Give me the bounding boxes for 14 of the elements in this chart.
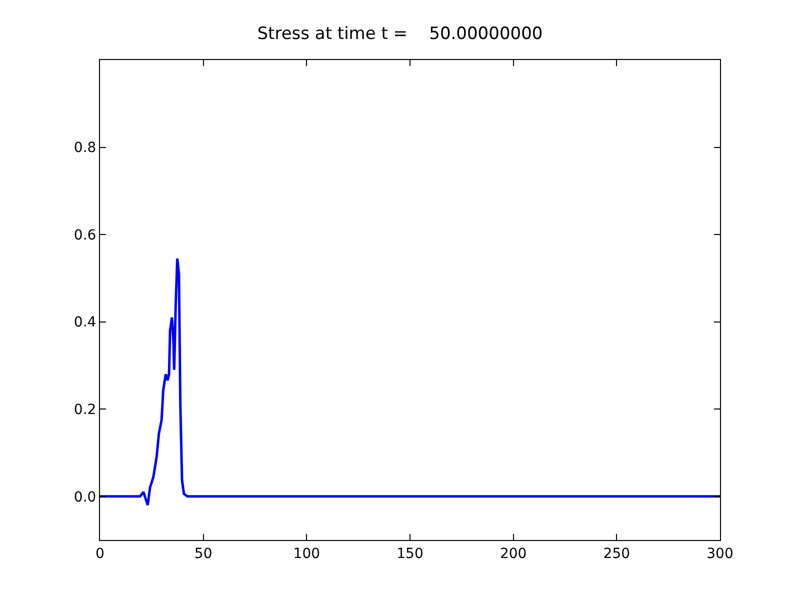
- x-tick-label: 100: [293, 546, 320, 562]
- y-tick-label: 0.8: [74, 140, 96, 156]
- x-tick-label: 0: [96, 546, 104, 562]
- x-tick-label: 150: [396, 546, 424, 562]
- x-tick-label: 250: [603, 546, 630, 562]
- y-tick-label: 0.0: [74, 489, 96, 506]
- line-series: [100, 257, 720, 506]
- y-tick-label: 0.4: [74, 314, 96, 331]
- x-tick-label: 50: [194, 546, 212, 562]
- chart-title: Stress at time t = 50.00000000: [257, 24, 543, 44]
- y-tick-label: 0.2: [74, 402, 96, 418]
- x-tick-label: 300: [706, 546, 734, 562]
- x-tick-label: 200: [500, 546, 527, 562]
- y-tick-label: 0.6: [74, 227, 96, 244]
